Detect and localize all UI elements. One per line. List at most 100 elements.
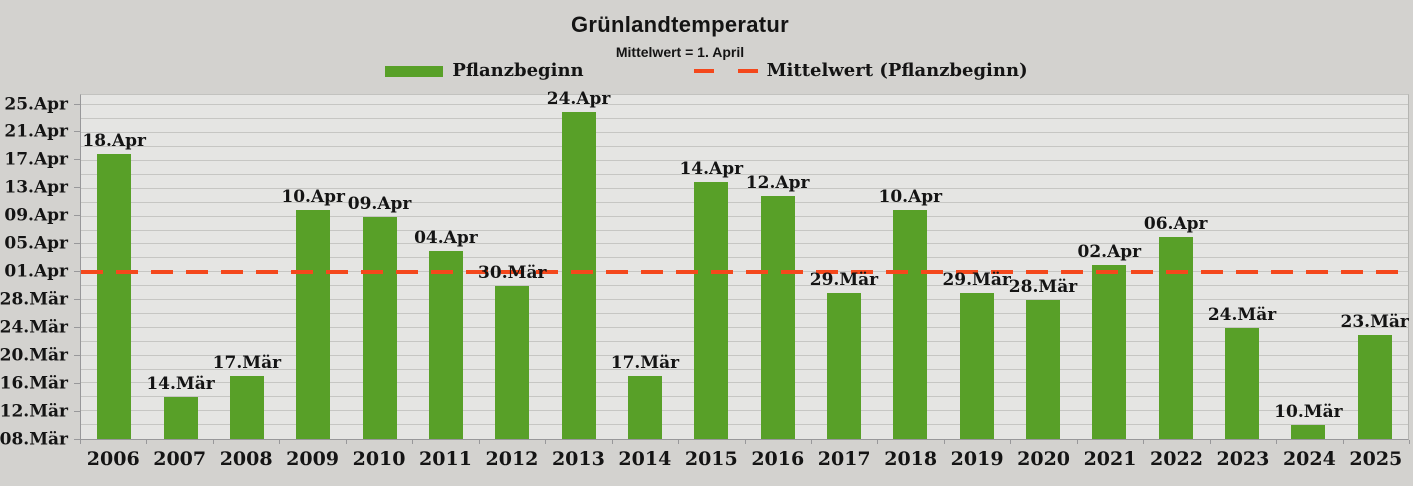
legend-item-mittelwert: Mittelwert (Pflanzbeginn): [693, 62, 1028, 80]
y-tick-label: 16.Mär: [0, 373, 68, 394]
x-tick-mark: [1076, 440, 1078, 444]
gridline: [81, 118, 1408, 120]
bar-group-2011: 04.Apr: [413, 95, 479, 439]
y-tick-mark: [74, 271, 80, 273]
y-tick-label: 12.Mär: [0, 401, 68, 422]
y-tick-label: 13.Apr: [4, 177, 68, 198]
bar-2022: [1158, 237, 1193, 439]
x-tick-mark: [1342, 440, 1344, 444]
bar-value-label: 28.Mär: [1008, 277, 1078, 298]
bar-value-label: 17.Mär: [610, 353, 680, 374]
gridline: [81, 132, 1408, 134]
x-label-2014: 2014: [618, 448, 672, 470]
bar-2007: [163, 397, 198, 439]
y-tick-label: 21.Apr: [4, 121, 68, 142]
mean-line: [81, 270, 1408, 275]
bar-value-label: 04.Apr: [414, 228, 478, 249]
gridline: [81, 368, 1408, 370]
bar-value-label: 29.Mär: [942, 270, 1011, 291]
y-tick-mark: [74, 299, 80, 301]
bar-2017: [826, 293, 861, 439]
x-tick-mark: [279, 440, 281, 444]
x-axis: 2006 2007 2008 2009 2010 2011 2012 2013 2014 2015…: [80, 440, 1410, 480]
legend-item-pflanzbeginn: Pflanzbeginn: [385, 60, 584, 81]
y-tick-mark: [74, 383, 80, 385]
bar-group-2018: 10.Apr: [877, 95, 943, 439]
bar-group-2022: 06.Apr: [1143, 95, 1209, 439]
bar-group-2019: 29.Mär: [942, 95, 1011, 439]
x-tick-mark: [1409, 440, 1410, 444]
bar-2008: [229, 376, 264, 439]
y-axis: 08.Mär 12.Mär 16.Mär 20.Mär 24.Mär 28.Mär 01.A…: [0, 94, 80, 448]
x-tick-mark: [744, 440, 746, 444]
bar-value-label: 24.Mär: [1207, 304, 1277, 325]
bar-value-label: 23.Mär: [1340, 311, 1409, 332]
bar-2021: [1092, 265, 1127, 439]
y-tick-label: 25.Apr: [4, 94, 68, 114]
y-tick-label: 20.Mär: [0, 345, 68, 366]
bar-2024: [1291, 425, 1326, 439]
y-tick-label: 24.Mär: [0, 317, 68, 338]
x-tick-mark: [877, 440, 879, 444]
x-label-2012: 2012: [485, 448, 539, 470]
bar-group-2008: 17.Mär: [213, 95, 281, 439]
bar-value-label: 06.Apr: [1143, 214, 1208, 235]
x-label-2025: 2025: [1349, 448, 1403, 470]
y-tick-label: 17.Apr: [4, 149, 68, 170]
bar-group-2014: 17.Mär: [610, 95, 680, 439]
gridline: [81, 243, 1408, 245]
bar-2011: [428, 251, 463, 439]
bar-group-2016: 12.Apr: [744, 95, 810, 439]
bar-group-2025: 23.Mär: [1340, 95, 1409, 439]
bar-value-label: 14.Mär: [146, 374, 215, 395]
legend-series-label: Pflanzbeginn: [452, 60, 584, 81]
y-tick-mark: [74, 103, 80, 105]
bar-2016: [760, 195, 795, 439]
x-label-2008: 2008: [219, 448, 273, 470]
bar-group-2012: 30.Mär: [478, 95, 547, 439]
x-tick-mark: [1010, 440, 1012, 444]
gridline: [81, 201, 1408, 203]
bar-2015: [694, 181, 729, 439]
x-label-2021: 2021: [1083, 448, 1137, 470]
bar-group-2023: 24.Mär: [1207, 95, 1277, 439]
gridline: [81, 285, 1408, 287]
bar-value-label: 30.Mär: [478, 263, 547, 284]
bar-2010: [362, 216, 397, 439]
bar-group-2007: 14.Mär: [146, 95, 215, 439]
x-tick-mark: [478, 440, 480, 444]
y-tick-label: 08.Mär: [0, 429, 68, 450]
bar-2006: [97, 154, 132, 439]
x-label-2017: 2017: [817, 448, 871, 470]
bar-value-label: 02.Apr: [1077, 242, 1142, 263]
x-label-2009: 2009: [286, 448, 340, 470]
y-tick-label: 09.Apr: [4, 205, 68, 226]
y-tick-mark: [74, 411, 80, 413]
gridline: [81, 257, 1408, 259]
x-tick-mark: [1143, 440, 1145, 444]
bar-2019: [959, 293, 994, 439]
bar-group-2006: 18.Apr: [81, 95, 147, 439]
gridline: [81, 382, 1408, 384]
bar-value-label: 14.Apr: [679, 158, 744, 179]
gridline: [81, 354, 1408, 356]
gridline: [81, 187, 1408, 189]
y-tick-mark: [74, 327, 80, 329]
bar-2013: [561, 112, 596, 439]
x-label-2011: 2011: [419, 448, 472, 470]
gridline: [81, 104, 1408, 106]
x-label-2006: 2006: [86, 448, 140, 470]
x-label-2016: 2016: [751, 448, 805, 470]
legend-dashed-line-icon: [693, 69, 758, 73]
x-label-2022: 2022: [1150, 448, 1203, 470]
bar-2020: [1025, 300, 1060, 439]
y-tick-label: 28.Mär: [0, 289, 68, 310]
bar-value-label: 24.Apr: [546, 89, 611, 110]
gridline: [81, 326, 1408, 328]
bar-2012: [495, 286, 530, 439]
chart-subtitle: Mittelwert = 1. April: [615, 44, 745, 60]
y-tick-mark: [74, 215, 80, 217]
bar-group-2017: 29.Mär: [810, 95, 878, 439]
gridline: [81, 173, 1408, 175]
y-tick-mark: [74, 187, 80, 189]
